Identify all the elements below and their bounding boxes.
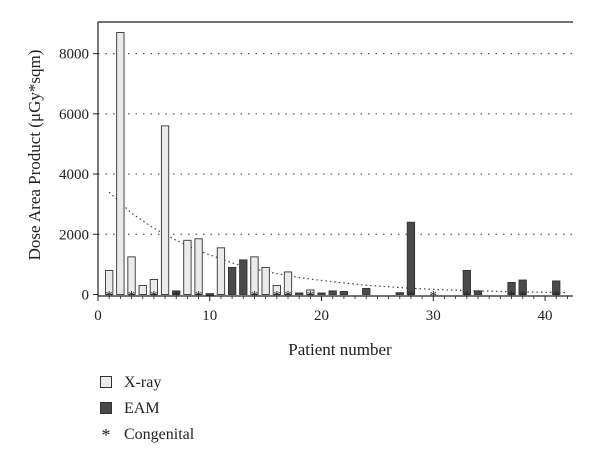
y-axis-title: Dose Area Product (μGy*sqm) [25, 50, 44, 261]
bar-xray [149, 278, 159, 295]
legend-label-xray: X-ray [124, 374, 162, 391]
bar-xray [138, 285, 147, 295]
x-axis-title: Patient number [288, 340, 392, 359]
bar-xray [272, 285, 281, 295]
bar-xray [116, 32, 125, 295]
bar-eam [339, 291, 349, 295]
bar-xray [194, 238, 203, 295]
bar-xray [250, 256, 259, 295]
axes: 0 2000 4000 6000 8000 0 10 20 30 40 [59, 21, 573, 324]
y-tick-label: 2000 [59, 227, 89, 243]
bar-eam [205, 293, 214, 296]
y-tick-label: 8000 [59, 47, 89, 63]
bar-eam [295, 292, 304, 295]
x-tick-label: 40 [538, 308, 553, 324]
bar-xray [183, 239, 192, 295]
bar-eam [227, 266, 237, 295]
bar-eam [239, 259, 248, 295]
bar-eam [518, 279, 527, 295]
chart: *************** 020004000600080000102030… [25, 21, 573, 359]
bar-eam [507, 282, 516, 295]
y-tick-label: 0 [82, 287, 90, 303]
bar-xray [160, 125, 170, 295]
y-tick-label: 6000 [59, 107, 89, 123]
x-tick-label: 30 [426, 308, 441, 324]
bar-xray [306, 289, 315, 295]
legend-label-eam: EAM [124, 400, 160, 417]
bar-eam [362, 288, 371, 295]
legend-swatch-eam [100, 402, 112, 414]
bar-eam [552, 280, 561, 295]
bar-eam [406, 221, 416, 295]
y-tick-label: 4000 [59, 167, 89, 183]
bar-eam [395, 292, 404, 295]
legend-swatch-xray [100, 376, 112, 388]
bar-xray [127, 256, 136, 295]
bar-eam [328, 290, 337, 295]
bar-eam [462, 269, 471, 295]
x-tick-label: 0 [94, 308, 102, 324]
x-tick-label: 10 [202, 308, 217, 324]
legend-symbol-congenital: * [101, 425, 111, 445]
bar-xray [261, 266, 270, 295]
bar-xray [283, 271, 293, 295]
bar-xray [216, 247, 226, 295]
legend-label-congenital: Congenital [124, 426, 195, 443]
bars-group [105, 32, 561, 296]
trendline-group [108, 191, 568, 294]
x-tick-label: 20 [314, 308, 329, 324]
bar-xray [105, 269, 114, 295]
bar-eam [317, 292, 326, 295]
grid [98, 53, 573, 235]
bar-eam [172, 290, 181, 295]
trendline [108, 191, 568, 294]
bar-eam [473, 290, 483, 295]
